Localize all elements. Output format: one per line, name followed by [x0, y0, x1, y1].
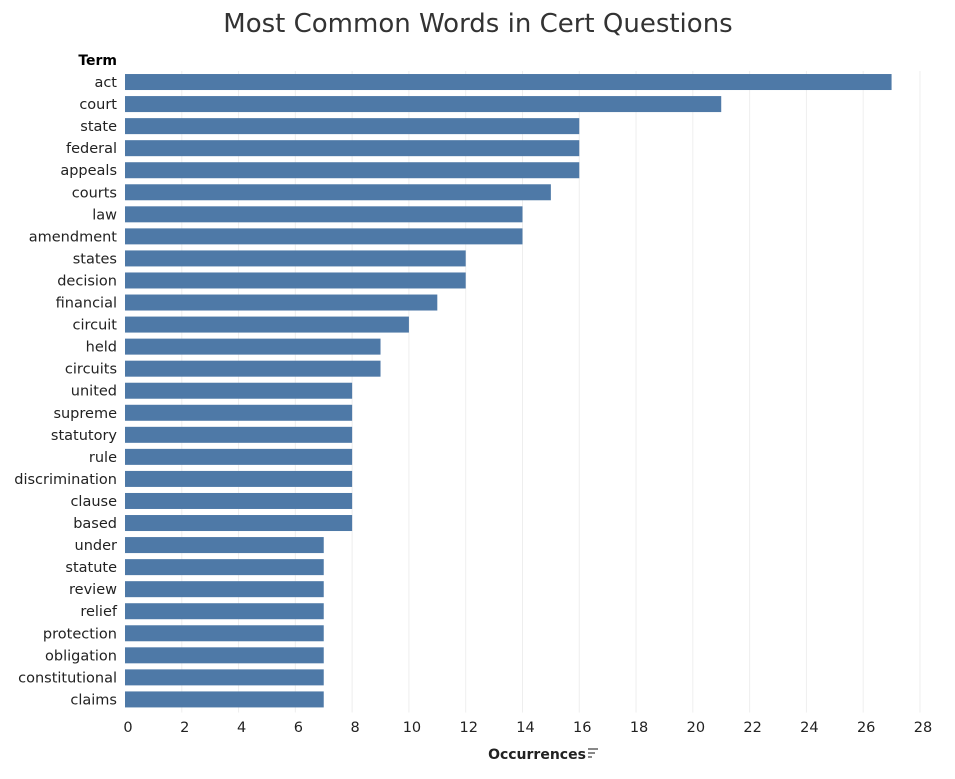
x-axis-title: Occurrences: [488, 747, 586, 763]
x-tick-label: 12: [459, 720, 477, 736]
bar-rule[interactable]: [125, 448, 353, 465]
sort-descending-icon[interactable]: [588, 748, 598, 758]
bar-law[interactable]: [125, 206, 523, 223]
category-label: relief: [80, 604, 118, 620]
category-label: constitutional: [18, 670, 117, 686]
bar-held[interactable]: [125, 338, 381, 355]
bar-statute[interactable]: [125, 559, 324, 576]
category-label: protection: [43, 626, 117, 642]
bar-amendment[interactable]: [125, 228, 523, 245]
bar-constitutional[interactable]: [125, 669, 324, 686]
bar-claims[interactable]: [125, 691, 324, 708]
category-label: obligation: [45, 648, 117, 664]
category-label: under: [75, 538, 118, 554]
category-label: statutory: [51, 428, 118, 444]
x-tick-label: 10: [403, 720, 421, 736]
bar-review[interactable]: [125, 581, 324, 598]
row-header: Term: [78, 53, 117, 69]
x-tick-label: 28: [914, 720, 932, 736]
category-label: state: [80, 119, 117, 135]
bar-act[interactable]: [125, 74, 892, 91]
category-label: claims: [70, 692, 117, 708]
category-label: law: [92, 207, 117, 223]
category-label: supreme: [53, 406, 117, 422]
bar-states[interactable]: [125, 250, 466, 267]
x-tick-label: 24: [800, 720, 818, 736]
bar-under[interactable]: [125, 537, 324, 554]
category-label: decision: [57, 273, 117, 289]
bar-based[interactable]: [125, 515, 353, 532]
bar-federal[interactable]: [125, 140, 580, 157]
x-tick-label: 2: [180, 720, 189, 736]
bar-state[interactable]: [125, 118, 580, 135]
category-label: rule: [89, 450, 117, 466]
bar-united[interactable]: [125, 382, 353, 399]
x-tick-label: 26: [857, 720, 875, 736]
category-label: based: [73, 516, 117, 532]
x-tick-label: 0: [123, 720, 132, 736]
x-tick-label: 6: [294, 720, 303, 736]
category-label: held: [86, 340, 117, 356]
category-label: courts: [72, 185, 117, 201]
bar-statutory[interactable]: [125, 426, 353, 443]
bar-courts[interactable]: [125, 184, 551, 201]
chart-title: Most Common Words in Cert Questions: [223, 9, 732, 39]
bar-appeals[interactable]: [125, 162, 580, 179]
category-label: united: [71, 384, 117, 400]
category-label: statute: [65, 560, 117, 576]
category-label: court: [79, 97, 117, 113]
category-label: federal: [66, 141, 117, 157]
category-label: review: [69, 582, 117, 598]
x-tick-label: 18: [630, 720, 648, 736]
bar-discrimination[interactable]: [125, 470, 353, 487]
x-tick-label: 14: [516, 720, 534, 736]
category-label: act: [94, 75, 117, 91]
x-tick-label: 20: [687, 720, 705, 736]
bar-decision[interactable]: [125, 272, 466, 289]
bar-protection[interactable]: [125, 625, 324, 642]
category-labels: act court state federal appeals courts law amen…: [14, 75, 118, 708]
bar-court[interactable]: [125, 96, 722, 113]
bar-supreme[interactable]: [125, 404, 353, 421]
bar-clause[interactable]: [125, 492, 353, 509]
category-label: financial: [56, 296, 117, 312]
category-label: clause: [70, 494, 117, 510]
category-label: appeals: [60, 163, 117, 179]
category-label: amendment: [29, 229, 118, 245]
bar-circuits[interactable]: [125, 360, 381, 377]
category-label: discrimination: [14, 472, 117, 488]
category-label: circuits: [65, 362, 117, 378]
bar-relief[interactable]: [125, 603, 324, 620]
bar-financial[interactable]: [125, 294, 438, 311]
bar-obligation[interactable]: [125, 647, 324, 664]
x-tick-label: 22: [743, 720, 761, 736]
bars: [125, 74, 892, 708]
x-axis-ticks: 0 2 4 6 8 10 12 14 16 18 20 22 24 26 28: [123, 720, 932, 736]
x-tick-label: 16: [573, 720, 591, 736]
x-tick-label: 8: [351, 720, 360, 736]
bar-circuit[interactable]: [125, 316, 409, 333]
x-tick-label: 4: [237, 720, 246, 736]
category-label: states: [73, 251, 117, 267]
category-label: circuit: [72, 318, 117, 334]
